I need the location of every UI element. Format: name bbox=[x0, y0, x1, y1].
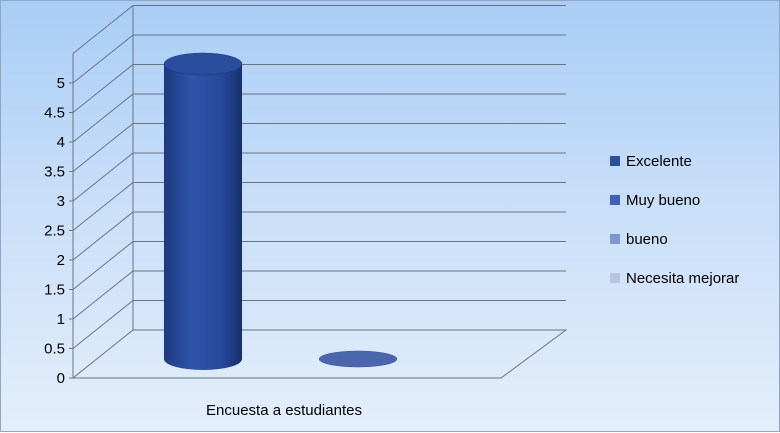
y-tick-label: 1 bbox=[57, 311, 65, 328]
legend-swatch-bueno bbox=[610, 234, 620, 244]
legend-label-necesita-mejorar: Necesita mejorar bbox=[626, 270, 739, 287]
legend-label-bueno: bueno bbox=[626, 231, 668, 248]
y-tick-label: 3 bbox=[57, 193, 65, 210]
y-tick-label: 4 bbox=[57, 134, 65, 151]
y-tick-label: 0.5 bbox=[44, 341, 65, 358]
gridline bbox=[72, 34, 566, 84]
y-tick-label: 0 bbox=[57, 370, 65, 387]
legend-label-muy-bueno: Muy bueno bbox=[626, 192, 700, 209]
bar-top-excelente bbox=[163, 52, 243, 76]
legend-label-excelente: Excelente bbox=[626, 153, 692, 170]
gridline bbox=[72, 211, 566, 261]
legend-swatch-excelente bbox=[610, 156, 620, 166]
bar-excelente bbox=[164, 64, 242, 370]
y-tick-label: 2.5 bbox=[44, 223, 65, 240]
gridline bbox=[72, 241, 566, 290]
gridline bbox=[72, 123, 566, 172]
gridline bbox=[72, 300, 566, 349]
gridline bbox=[72, 64, 566, 113]
gridline bbox=[72, 152, 566, 202]
y-tick-label: 5 bbox=[57, 75, 65, 92]
x-category-label: Encuesta a estudiantes bbox=[206, 402, 362, 419]
gridline bbox=[72, 93, 566, 143]
y-tick-label: 1.5 bbox=[44, 282, 65, 299]
y-tick-label: 3.5 bbox=[44, 164, 65, 181]
legend-swatch-necesita-mejorar bbox=[610, 273, 620, 283]
gridline bbox=[72, 270, 566, 320]
legend-swatch-muy-bueno bbox=[610, 195, 620, 205]
chart-floor bbox=[71, 329, 568, 379]
y-tick-label: 2 bbox=[57, 252, 65, 269]
y-tick-label: 4.5 bbox=[44, 105, 65, 122]
bar-muy-bueno bbox=[318, 350, 398, 368]
gridline bbox=[72, 182, 566, 231]
gridline bbox=[72, 5, 566, 54]
